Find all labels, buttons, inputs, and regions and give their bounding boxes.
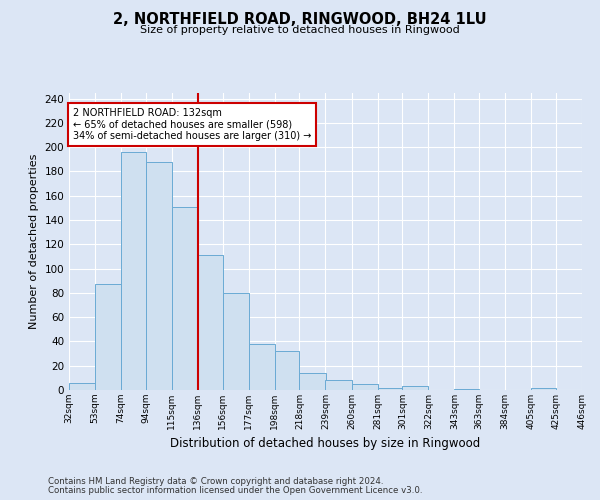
Bar	[146, 162, 172, 390]
Text: 2, NORTHFIELD ROAD, RINGWOOD, BH24 1LU: 2, NORTHFIELD ROAD, RINGWOOD, BH24 1LU	[113, 12, 487, 28]
Text: Size of property relative to detached houses in Ringwood: Size of property relative to detached ho…	[140, 25, 460, 35]
Bar	[377, 388, 403, 390]
Bar	[172, 206, 198, 390]
Text: 2 NORTHFIELD ROAD: 132sqm
← 65% of detached houses are smaller (598)
34% of semi: 2 NORTHFIELD ROAD: 132sqm ← 65% of detac…	[73, 108, 311, 142]
Text: Contains HM Land Registry data © Crown copyright and database right 2024.: Contains HM Land Registry data © Crown c…	[48, 478, 383, 486]
Bar	[95, 284, 121, 390]
Bar	[325, 380, 352, 390]
Bar	[352, 384, 377, 390]
Y-axis label: Number of detached properties: Number of detached properties	[29, 154, 39, 329]
X-axis label: Distribution of detached houses by size in Ringwood: Distribution of detached houses by size …	[170, 438, 481, 450]
Bar	[531, 388, 556, 390]
Bar	[223, 293, 248, 390]
Bar	[248, 344, 275, 390]
Bar	[275, 351, 299, 390]
Bar	[403, 386, 428, 390]
Bar	[299, 373, 325, 390]
Text: Contains public sector information licensed under the Open Government Licence v3: Contains public sector information licen…	[48, 486, 422, 495]
Bar	[69, 382, 95, 390]
Bar	[198, 255, 223, 390]
Bar	[454, 389, 479, 390]
Bar	[121, 152, 146, 390]
